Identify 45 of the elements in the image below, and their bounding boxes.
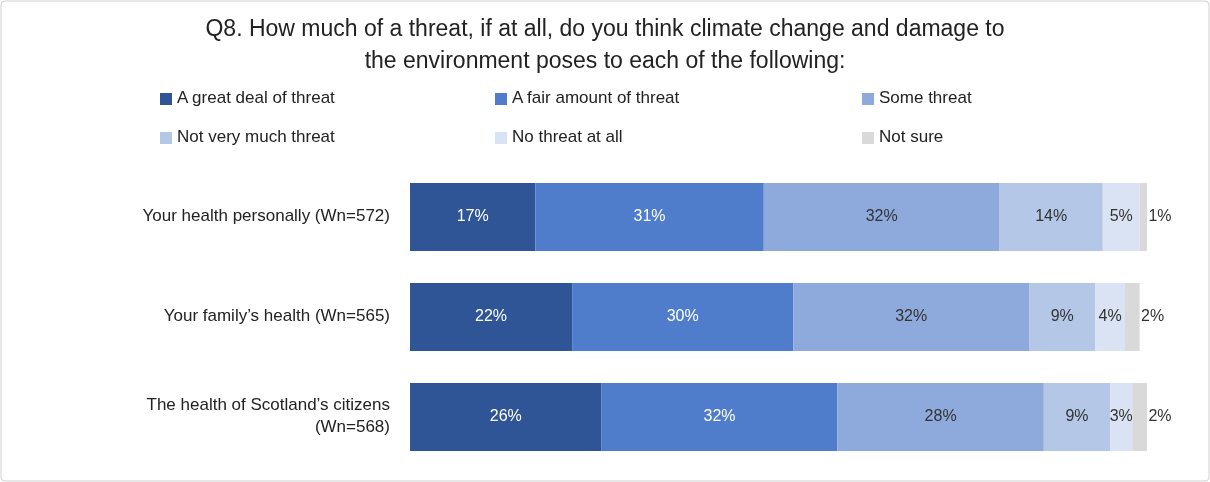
legend-label: No threat at all	[512, 127, 623, 147]
bar	[410, 183, 536, 251]
data-label: 28%	[924, 407, 957, 425]
data-label: 2%	[1141, 307, 1165, 325]
legend-label: Some threat	[879, 88, 972, 108]
legend-label: A great deal of threat	[177, 88, 336, 108]
bar	[410, 383, 602, 451]
data-label: 32%	[703, 407, 736, 425]
bar	[1132, 383, 1147, 451]
bar	[1029, 283, 1096, 351]
data-label: 14%	[1035, 207, 1068, 225]
bar	[793, 283, 1030, 351]
data-label: 1%	[1148, 207, 1172, 225]
chart-title: Q8. How much of a threat, if at all, do you think climate change and damage to the environment poses to each of the following:	[205, 15, 1005, 74]
data-label: 9%	[1050, 307, 1074, 325]
bar	[1124, 283, 1140, 351]
data-label: 32%	[865, 207, 898, 225]
legend-label: Not sure	[879, 127, 944, 147]
bar	[410, 283, 573, 351]
bar	[999, 183, 1103, 251]
bar	[572, 283, 794, 351]
data-label: 30%	[666, 307, 699, 325]
data-label: 9%	[1065, 407, 1089, 425]
data-label: 31%	[633, 207, 666, 225]
data-label: 22%	[475, 307, 508, 325]
bar	[1102, 183, 1140, 251]
bar	[1095, 283, 1125, 351]
legend-label: A fair amount of threat	[512, 88, 680, 108]
data-label: 3%	[1109, 407, 1133, 425]
data-label: 2%	[1148, 407, 1172, 425]
data-label: 32%	[895, 307, 928, 325]
data-label: 4%	[1098, 307, 1122, 325]
y-tick-label: The health of Scotland’s citizens (Wn=568)	[146, 395, 390, 437]
data-label: 5%	[1109, 207, 1133, 225]
bar	[837, 383, 1044, 451]
data-label: 17%	[456, 207, 489, 225]
y-tick-label: Your health personally (Wn=572)	[142, 206, 390, 226]
bar	[535, 183, 764, 251]
bar	[1139, 183, 1147, 251]
bar	[601, 383, 838, 451]
data-label: 26%	[489, 407, 522, 425]
bar	[1043, 383, 1111, 451]
legend-label: Not very much threat	[177, 127, 336, 147]
y-tick-label: Your family’s health (Wn=565)	[163, 306, 390, 326]
bar	[763, 183, 1000, 251]
